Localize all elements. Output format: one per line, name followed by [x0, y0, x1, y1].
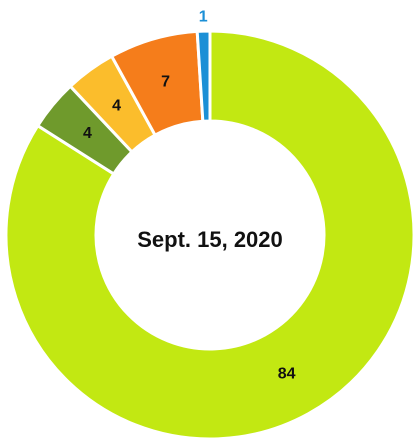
- data-label: 7: [161, 74, 170, 91]
- data-label: 1: [199, 8, 208, 25]
- data-label: 84: [278, 366, 296, 383]
- data-label: 4: [112, 98, 121, 115]
- donut-segment: [195, 29, 212, 123]
- center-label: Sept. 15, 2020: [137, 227, 283, 252]
- data-label: 4: [83, 125, 92, 142]
